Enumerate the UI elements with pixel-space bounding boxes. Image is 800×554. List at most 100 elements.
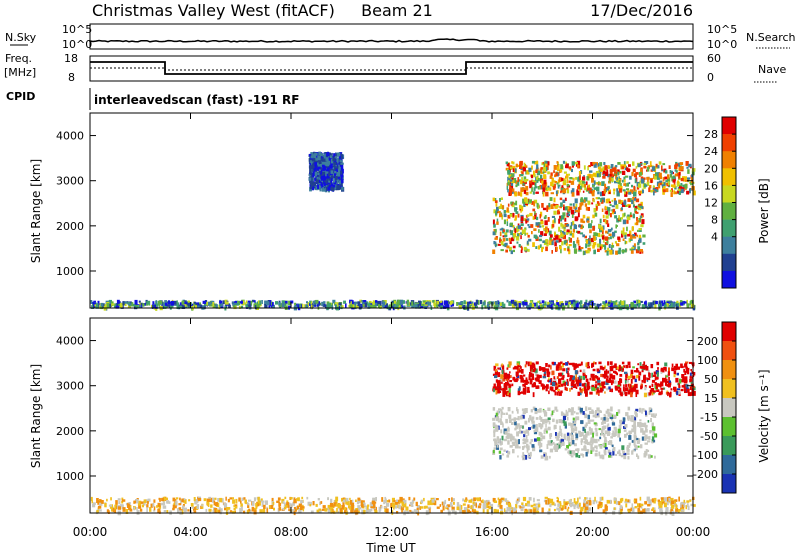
velocity-cell <box>524 386 527 392</box>
power-cell <box>642 189 644 194</box>
power-cell <box>320 170 323 175</box>
velocity-cell <box>547 407 551 411</box>
power-cell <box>326 159 330 164</box>
power-cell <box>609 174 613 179</box>
velocity-cell <box>138 505 142 509</box>
velocity-cell <box>482 501 485 506</box>
power-cell <box>576 190 580 196</box>
velocity-cell <box>172 507 175 511</box>
power-cell <box>496 221 499 225</box>
power-cell <box>585 243 588 249</box>
power-cell <box>503 210 506 214</box>
power-cell <box>597 191 600 195</box>
power-cell <box>634 198 637 201</box>
velocity-cell <box>644 442 648 445</box>
velocity-cell <box>601 421 604 425</box>
power-cell <box>499 198 501 202</box>
power-cell <box>504 234 508 238</box>
velocity-cell <box>522 387 525 392</box>
velocity-cell <box>251 501 255 506</box>
velocity-cell <box>542 386 546 390</box>
power-cell <box>611 173 614 178</box>
velocity-cell <box>601 454 604 458</box>
power-cell <box>563 224 566 228</box>
power-cell <box>589 190 593 194</box>
velocity-cell <box>494 386 498 391</box>
velocity-cell <box>543 373 546 377</box>
velocity-cell <box>499 441 503 445</box>
power-cell <box>562 235 566 240</box>
velocity-cell <box>282 507 285 511</box>
power-cell <box>541 225 545 228</box>
power-cell <box>577 209 581 213</box>
velocity-cell <box>575 437 579 441</box>
power-cell <box>478 300 480 305</box>
power-cell <box>411 304 415 308</box>
velocity-cell <box>634 383 638 389</box>
velocity-cell <box>259 499 262 503</box>
power-cell <box>278 304 281 307</box>
power-cell <box>539 214 542 219</box>
velocity-cell <box>526 379 529 384</box>
power-cell <box>665 180 669 183</box>
power-cell <box>629 248 633 251</box>
velocity-cell <box>284 496 287 500</box>
power-cell <box>571 233 575 238</box>
velocity-cell <box>529 509 533 514</box>
power-cell <box>616 218 620 223</box>
velocity-cell <box>642 508 646 513</box>
power-cell <box>507 189 509 193</box>
velocity-cell <box>378 510 381 513</box>
power-cell <box>509 174 513 177</box>
power-cell <box>629 189 633 193</box>
velocity-cell <box>473 510 477 514</box>
velocity-cell <box>594 422 598 427</box>
velocity-cell <box>197 497 202 502</box>
velocity-cell <box>385 508 389 514</box>
power-cell <box>560 230 562 234</box>
velocity-cell <box>630 507 633 512</box>
power-cell <box>601 229 604 232</box>
power-cell <box>241 305 244 309</box>
velocity-cell <box>519 415 523 420</box>
power-cell <box>329 164 333 168</box>
velocity-cell <box>503 412 506 415</box>
power-cell <box>338 169 341 174</box>
velocity-cell <box>533 503 537 506</box>
velocity-cell <box>512 436 515 441</box>
velocity-cell <box>573 443 577 447</box>
power-cell <box>628 205 631 208</box>
power-cell <box>662 185 666 189</box>
velocity-cell <box>495 412 498 417</box>
power-cell <box>624 191 628 197</box>
power-cell <box>638 190 642 194</box>
power-cell <box>574 161 578 165</box>
power-cell <box>526 232 529 235</box>
velocity-cell <box>521 504 525 508</box>
power-cell <box>357 305 361 308</box>
power-cell <box>576 237 579 240</box>
velocity-cell <box>511 418 515 421</box>
velocity-cell <box>653 508 656 514</box>
power-cell <box>322 168 326 171</box>
velocity-cell <box>497 426 499 431</box>
velocity-cell <box>618 424 622 429</box>
power-cell <box>426 301 430 306</box>
velocity-cell <box>511 383 514 387</box>
velocity-cell <box>589 391 593 395</box>
power-cell <box>528 305 531 310</box>
velocity-cell <box>584 444 586 448</box>
velocity-cell <box>278 506 282 511</box>
velocity-cell <box>411 504 414 507</box>
power-cell <box>532 208 536 212</box>
power-cell <box>314 152 318 156</box>
power-cell <box>533 173 536 178</box>
velocity-cell <box>262 508 265 514</box>
power-cell <box>517 233 520 237</box>
velocity-cell <box>517 455 519 458</box>
power-cell <box>689 188 691 194</box>
power-cell <box>319 167 322 170</box>
power-cell <box>592 214 595 219</box>
power-cell <box>638 228 642 231</box>
power-cell <box>638 301 641 306</box>
